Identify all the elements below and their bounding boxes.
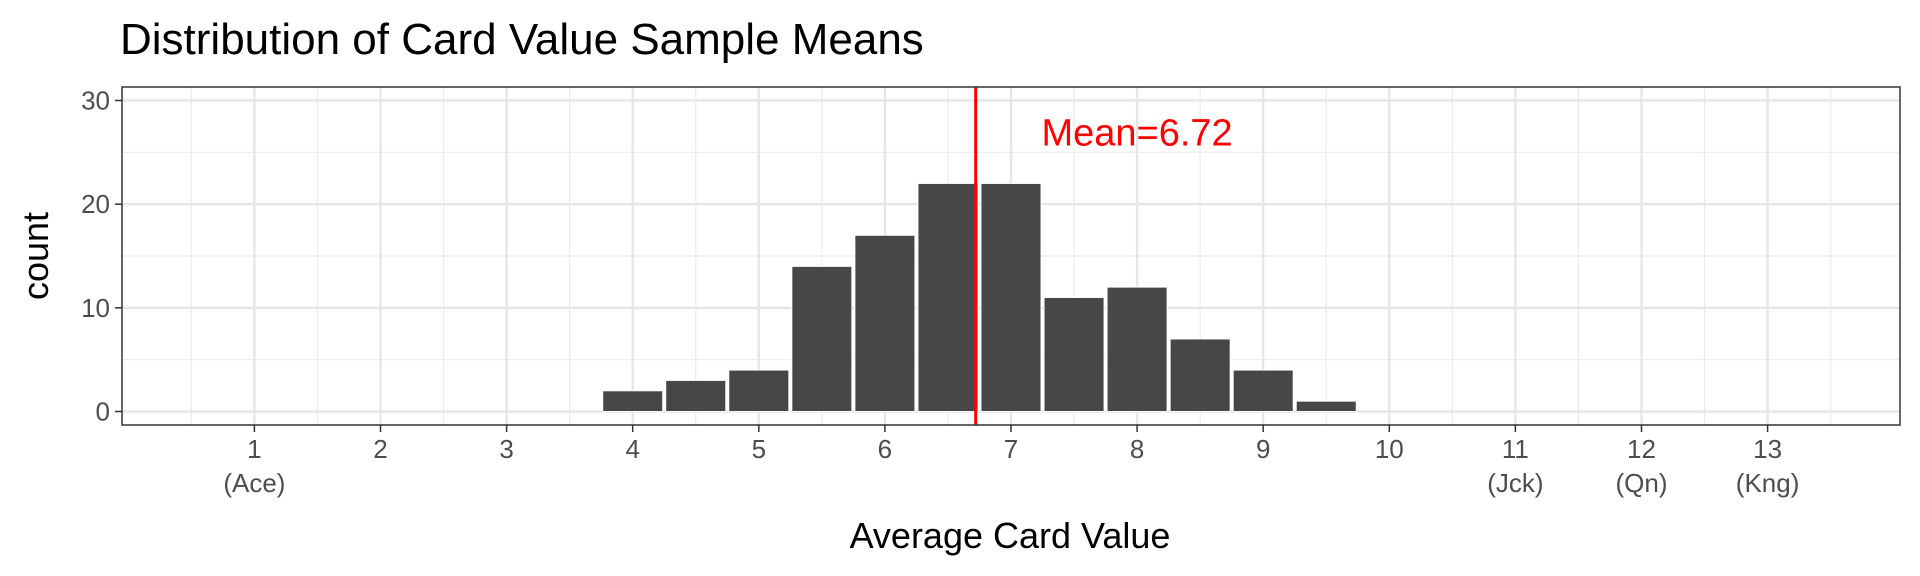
x-tick-label: 11 [1502, 434, 1529, 464]
x-tick-label: 13 [1753, 434, 1782, 464]
y-tick-label: 0 [96, 397, 110, 427]
histogram-bar [602, 390, 664, 413]
y-axis-title: count [15, 212, 56, 300]
y-tick-label: 20 [81, 189, 110, 219]
x-tick-label: 8 [1130, 434, 1144, 464]
y-tick-label: 10 [81, 293, 110, 323]
x-tick-label: 4 [625, 434, 639, 464]
x-tick-label: 5 [752, 434, 766, 464]
x-axis: 1 (Ace) 2 3 4 5 6 7 8 9 10 11 (Jck) 12 (Qn) 13 (Kng) [223, 425, 1799, 498]
histogram-bar [728, 369, 790, 413]
x-tick-label: 1 [247, 434, 261, 464]
histogram-bar [791, 265, 853, 413]
histogram-bar [1232, 369, 1294, 413]
x-tick-label: 12 [1627, 434, 1656, 464]
x-tick-sublabel: (Ace) [223, 468, 285, 498]
bars [602, 182, 1357, 413]
histogram-bar [1043, 296, 1105, 413]
x-tick-label: 7 [1004, 434, 1018, 464]
mean-label: Mean=6.72 [1041, 113, 1232, 155]
x-tick-label: 2 [373, 434, 387, 464]
x-axis-title: Average Card Value [850, 515, 1171, 556]
histogram-bar [980, 182, 1042, 413]
x-tick-sublabel: (Qn) [1615, 468, 1667, 498]
mean-marker: Mean=6.72 [974, 87, 1233, 425]
histogram-bar [854, 234, 916, 413]
x-tick-label: 10 [1375, 434, 1404, 464]
histogram-bar [1295, 400, 1357, 413]
histogram-bar [1106, 286, 1168, 413]
x-tick-label: 6 [878, 434, 892, 464]
x-tick-label: 3 [499, 434, 513, 464]
histogram-bar [917, 182, 979, 413]
histogram-bar [665, 379, 727, 413]
y-axis: 0 10 20 30 [81, 85, 122, 427]
chart-title: Distribution of Card Value Sample Means [120, 15, 924, 64]
x-tick-sublabel: (Jck) [1487, 468, 1543, 498]
x-tick-label: 9 [1256, 434, 1270, 464]
histogram-bar [1169, 338, 1231, 413]
x-tick-sublabel: (Kng) [1736, 468, 1800, 498]
y-tick-label: 30 [81, 85, 110, 115]
